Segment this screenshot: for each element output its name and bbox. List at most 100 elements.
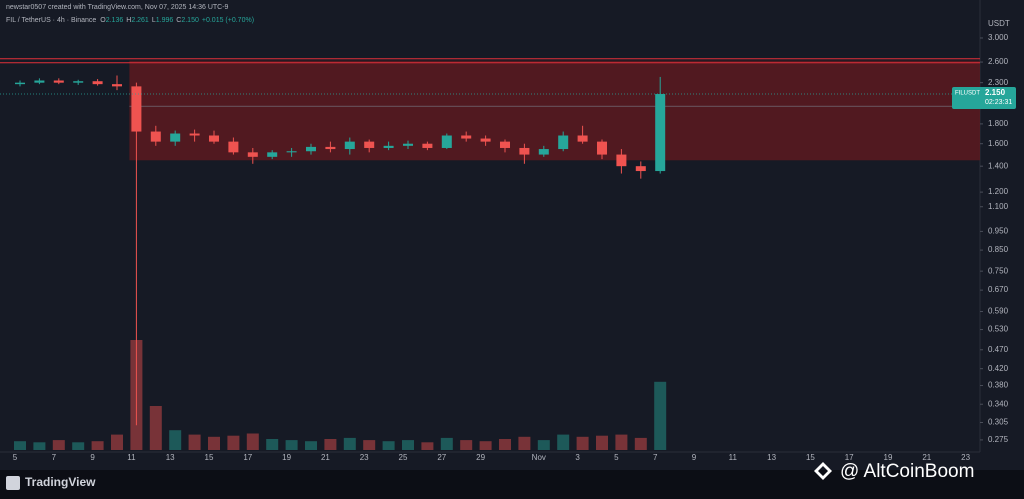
h: 2.261 [131, 17, 149, 24]
x-tick-label: 11 [127, 453, 136, 462]
y-tick-label: 0.950 [988, 227, 1009, 236]
legend: FIL / TetherUS · 4h · Binance O2.136 H2.26… [6, 17, 254, 24]
y-tick-label: 0.670 [988, 285, 1009, 294]
volume-bar [343, 437, 356, 450]
candle-body [53, 80, 64, 83]
volume-bar [518, 436, 531, 450]
c-label: C [176, 17, 181, 24]
x-tick-label: 11 [729, 453, 738, 462]
volume-bar [382, 441, 395, 450]
volume-bar [285, 440, 298, 450]
x-tick-label: 15 [205, 453, 214, 462]
symbol: FIL / TetherUS · 4h · Binance [6, 17, 96, 24]
x-tick-label: 13 [166, 453, 175, 462]
candle-body [480, 138, 491, 142]
countdown: 02:23:31 [985, 99, 1012, 106]
x-tick-label: 21 [922, 453, 931, 462]
volume-bar [654, 381, 667, 450]
plot [0, 58, 980, 450]
brand: TradingView [25, 475, 96, 489]
candle-body [558, 135, 569, 150]
volume-bar [402, 440, 414, 450]
candle-body [209, 135, 219, 142]
volume-bar [208, 436, 220, 450]
x-tick-label: 23 [360, 453, 369, 462]
volume-bar [33, 442, 46, 450]
candle-body [441, 135, 452, 148]
candle-body [344, 141, 355, 150]
volume-bar [14, 441, 26, 450]
x-tick-label: 15 [806, 453, 815, 462]
candle-body [150, 131, 161, 142]
x-tick-label: 29 [476, 453, 485, 462]
candle-body [286, 151, 297, 153]
candle-body [403, 143, 413, 146]
y-tick-label: 0.420 [988, 364, 1009, 373]
y-tick-label: 3.000 [988, 33, 1009, 42]
volume-bar [363, 440, 376, 450]
volume-bar [169, 430, 182, 450]
volume-bar [188, 434, 201, 450]
x-tick-label: 17 [243, 453, 252, 462]
h-label: H [126, 17, 131, 24]
x-tick-label: 25 [399, 453, 408, 462]
watermark: @ AltCoinBoom [840, 461, 974, 482]
x-tick-label: 19 [884, 453, 893, 462]
x-tick-label: Nov [532, 453, 546, 462]
volume-bar [227, 435, 240, 450]
x-tick-label: 23 [961, 453, 970, 462]
y-tick-label: 0.380 [988, 381, 1009, 390]
candle-body [635, 166, 646, 172]
y-tick-label: 0.590 [988, 307, 1009, 316]
y-tick-label: 1.400 [988, 161, 1009, 170]
candle-body [15, 82, 25, 85]
y-tick-label: 2.300 [988, 78, 1009, 87]
ticker: FILUSDT [955, 91, 980, 97]
y-tick-label: 2.600 [988, 57, 1009, 66]
change: +0.015 (+0.70%) [202, 17, 254, 24]
c: 2.150 [181, 17, 199, 24]
volume-bar [615, 434, 628, 450]
candle-body [228, 141, 239, 153]
volume-bar [557, 434, 570, 450]
volume-bar [421, 442, 434, 450]
x-tick-label: 5 [13, 453, 18, 462]
candle-body [538, 149, 549, 155]
candle-body [247, 152, 258, 157]
volume-bar [52, 440, 65, 450]
candle-body [170, 133, 181, 142]
footer-bg [0, 470, 1024, 499]
candle-body [34, 80, 45, 83]
y-tick-label: 1.100 [988, 202, 1009, 211]
candle-body [597, 141, 607, 155]
x-tick-label: 9 [90, 453, 95, 462]
candle-body [92, 81, 103, 85]
x-tick-label: 9 [692, 453, 697, 462]
l-label: L [152, 17, 156, 24]
volume-bar [305, 441, 317, 450]
y-tick-label: 0.750 [988, 266, 1009, 275]
x-tick-label: 21 [321, 453, 330, 462]
last-price: 2.150 [985, 88, 1006, 97]
volume-bar [460, 440, 473, 450]
x-tick-label: 5 [614, 453, 619, 462]
brand-logo [6, 476, 20, 490]
candle-body [616, 154, 627, 167]
volume-bar [596, 435, 608, 450]
candle-body [267, 152, 278, 157]
x-tick-label: 3 [575, 453, 580, 462]
candle-body [461, 135, 472, 139]
y-tick-label: 0.470 [988, 345, 1009, 354]
price-tag [952, 87, 1016, 110]
y-tick-label: 1.600 [988, 139, 1009, 148]
candle-body [73, 81, 84, 83]
volume-bar [537, 440, 550, 450]
x-tick-label: 7 [653, 453, 658, 462]
volume-bar [111, 434, 123, 450]
y-tick-label: 1.200 [988, 187, 1009, 196]
candle-body [189, 133, 200, 136]
volume-bar [266, 439, 279, 450]
y-tick-label: 1.800 [988, 119, 1009, 128]
volume-bar [634, 437, 647, 450]
currency: USDT [988, 19, 1010, 28]
